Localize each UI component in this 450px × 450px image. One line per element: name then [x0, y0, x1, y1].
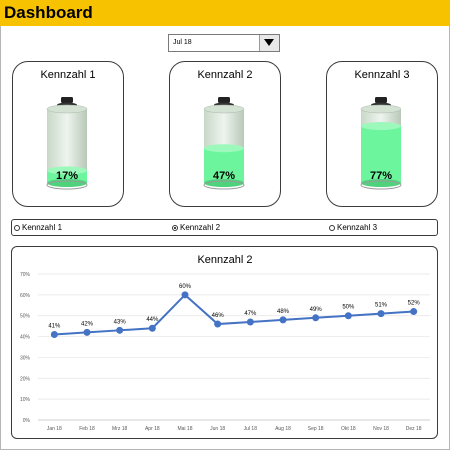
data-label: 43%	[114, 319, 127, 325]
data-point	[181, 291, 189, 299]
gauge-card-3: Kennzahl 3 77%	[326, 61, 438, 207]
battery-fill	[361, 126, 401, 183]
data-label: 60%	[179, 284, 192, 290]
gauge-card-2: Kennzahl 2 47%	[169, 61, 281, 207]
gauge-percent-label: 77%	[370, 170, 392, 182]
battery-terminal	[375, 97, 387, 103]
y-tick-label: 10%	[20, 397, 31, 403]
battery-base	[204, 179, 244, 187]
gauge-title: Kennzahl 3	[354, 69, 410, 81]
y-tick-label: 50%	[20, 314, 31, 320]
data-label: 46%	[212, 313, 225, 319]
y-tick-label: 40%	[20, 335, 31, 341]
x-tick-label: Jan 18	[47, 426, 62, 432]
data-point	[50, 330, 58, 338]
data-point	[214, 320, 222, 328]
data-label: 51%	[375, 303, 388, 309]
battery-terminal	[218, 97, 230, 103]
data-label: 52%	[408, 301, 421, 307]
series-line	[54, 293, 414, 336]
data-label: 49%	[310, 307, 323, 313]
y-tick-label: 20%	[20, 376, 31, 382]
radio-circle-icon	[14, 224, 20, 231]
battery-fill	[204, 148, 244, 183]
y-tick-label: 70%	[20, 272, 31, 278]
gauge-card-1: Kennzahl 1 17%	[12, 61, 124, 207]
kennzahl-radio-group: Kennzahl 1 Kennzahl 2 Kennzahl 3	[11, 219, 438, 236]
line-chart-panel: Kennzahl 2 0% 10% 20% 30% 40% 50% 60% 70% Jan 18 F…	[11, 246, 438, 439]
data-point	[279, 316, 287, 324]
data-label: 48%	[277, 309, 290, 315]
x-tick-label: Jul 18	[244, 426, 258, 432]
gauge-percent-label: 47%	[213, 170, 235, 182]
x-tick-label: Sep 18	[308, 426, 324, 432]
battery-icon: 17%	[46, 97, 88, 190]
radio-label: Kennzahl 3	[337, 223, 378, 232]
x-tick-label: Dez 18	[406, 426, 422, 432]
battery-base	[47, 179, 87, 187]
x-tick-label: Okt 18	[341, 426, 356, 432]
data-label: 44%	[146, 317, 159, 323]
month-dropdown[interactable]: Jul 18	[168, 34, 280, 52]
data-point	[377, 310, 385, 318]
data-point	[410, 308, 418, 316]
data-label: 42%	[81, 321, 94, 327]
radio-kennzahl-2[interactable]: Kennzahl 2	[172, 223, 220, 232]
chart-title: Kennzahl 2	[197, 254, 252, 266]
battery-icon: 77%	[360, 97, 402, 190]
radio-circle-icon	[329, 224, 335, 231]
y-tick-label: 0%	[23, 418, 31, 424]
radio-label: Kennzahl 1	[22, 223, 63, 232]
data-point	[246, 318, 254, 326]
data-point	[116, 326, 124, 334]
battery-base	[361, 179, 401, 187]
data-label: 47%	[244, 311, 257, 317]
radio-kennzahl-3[interactable]: Kennzahl 3	[329, 223, 377, 232]
x-tick-label: Nov 18	[373, 426, 389, 432]
month-dropdown-value: Jul 18	[173, 39, 192, 46]
gauge-percent-label: 17%	[56, 170, 78, 182]
data-point	[83, 328, 91, 336]
data-point	[312, 314, 320, 322]
header-bar: Dashboard	[0, 0, 450, 26]
page-title: Dashboard	[4, 3, 93, 22]
radio-label: Kennzahl 2	[180, 223, 221, 232]
x-tick-label: Apr 18	[145, 426, 160, 432]
x-tick-label: Mai 18	[177, 426, 192, 432]
x-tick-label: Feb 18	[79, 426, 95, 432]
data-label: 41%	[48, 323, 61, 329]
gauge-title: Kennzahl 1	[40, 69, 96, 81]
data-point	[344, 312, 352, 320]
x-tick-label: Mrz 18	[112, 426, 128, 432]
x-tick-label: Aug 18	[275, 426, 291, 432]
data-point	[148, 324, 156, 332]
radio-kennzahl-1[interactable]: Kennzahl 1	[14, 223, 62, 232]
y-tick-label: 30%	[20, 355, 31, 361]
triangle-down-icon	[264, 39, 274, 46]
battery-terminal	[61, 97, 73, 103]
dropdown-button[interactable]	[259, 35, 279, 51]
line-chart: Kennzahl 2 0% 10% 20% 30% 40% 50% 60% 70% Jan 18 F…	[20, 254, 430, 432]
battery-icon: 47%	[203, 97, 245, 190]
radio-circle-icon	[172, 224, 178, 231]
data-label: 50%	[342, 305, 355, 311]
y-tick-label: 60%	[20, 293, 31, 299]
x-tick-label: Jun 18	[210, 426, 225, 432]
gauge-title: Kennzahl 2	[197, 69, 253, 81]
